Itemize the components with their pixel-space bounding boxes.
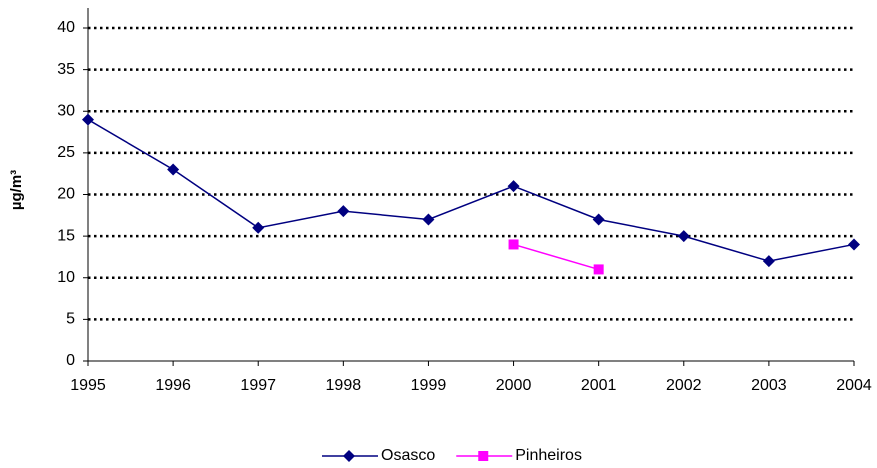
- y-tick-label: 5: [66, 311, 75, 328]
- marker: [762, 255, 775, 268]
- marker: [337, 205, 350, 218]
- legend-label: Pinheiros: [515, 447, 582, 464]
- y-axis-label: µg/m³: [8, 170, 25, 210]
- marker: [507, 180, 520, 193]
- x-tick-label: 2004: [836, 377, 872, 394]
- legend-label: Osasco: [381, 447, 435, 464]
- y-tick-label: 10: [57, 269, 75, 286]
- y-tick-label: 30: [57, 102, 75, 119]
- marker: [592, 213, 605, 226]
- marker: [677, 230, 690, 243]
- x-tick-label: 1998: [326, 377, 362, 394]
- marker: [593, 264, 604, 275]
- y-tick-label: 35: [57, 61, 75, 78]
- marker: [252, 221, 265, 234]
- marker: [343, 450, 355, 462]
- x-tick-label: 1996: [155, 377, 191, 394]
- marker: [167, 163, 180, 176]
- x-tick-label: 2002: [666, 377, 702, 394]
- x-tick-label: 2000: [496, 377, 532, 394]
- marker: [848, 238, 860, 251]
- x-tick-label: 2001: [581, 377, 617, 394]
- series-line: [513, 243, 599, 271]
- marker: [508, 239, 519, 250]
- x-tick-label: 1999: [411, 377, 447, 394]
- y-tick-label: 0: [66, 352, 75, 369]
- marker: [82, 113, 94, 126]
- y-tick-label: 15: [57, 227, 75, 244]
- marker: [422, 213, 435, 226]
- marker: [478, 451, 489, 461]
- x-tick-label: 1995: [70, 377, 106, 394]
- x-tick-label: 1997: [240, 377, 276, 394]
- y-tick-label: 25: [57, 144, 75, 161]
- y-tick-label: 40: [57, 19, 75, 36]
- series-line: [87, 118, 855, 262]
- x-tick-label: 2003: [751, 377, 787, 394]
- y-tick-label: 20: [57, 186, 75, 203]
